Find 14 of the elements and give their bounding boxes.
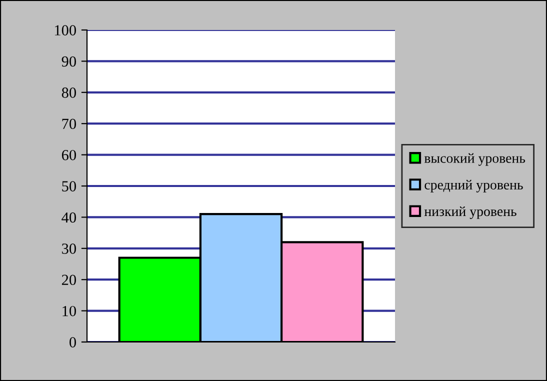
legend-label: высокий уровень	[424, 153, 526, 166]
legend-label: низкий уровень	[424, 206, 516, 219]
y-tick-label: 20	[62, 274, 76, 286]
y-tick-label: 60	[62, 150, 76, 160]
y-tick-label: 10	[62, 306, 76, 316]
y-tick-label: 100	[55, 25, 76, 36]
y-tick-label: 90	[62, 56, 76, 67]
y-tick-label: 80	[62, 88, 76, 98]
y-tick-label: 0	[70, 337, 76, 348]
y-tick-label: 40	[62, 212, 76, 223]
y-tick-label: 30	[62, 244, 76, 254]
y-tick-label: 50	[62, 181, 76, 192]
legend-label: средний уровень	[424, 180, 523, 192]
y-tick-label: 70	[62, 118, 76, 130]
